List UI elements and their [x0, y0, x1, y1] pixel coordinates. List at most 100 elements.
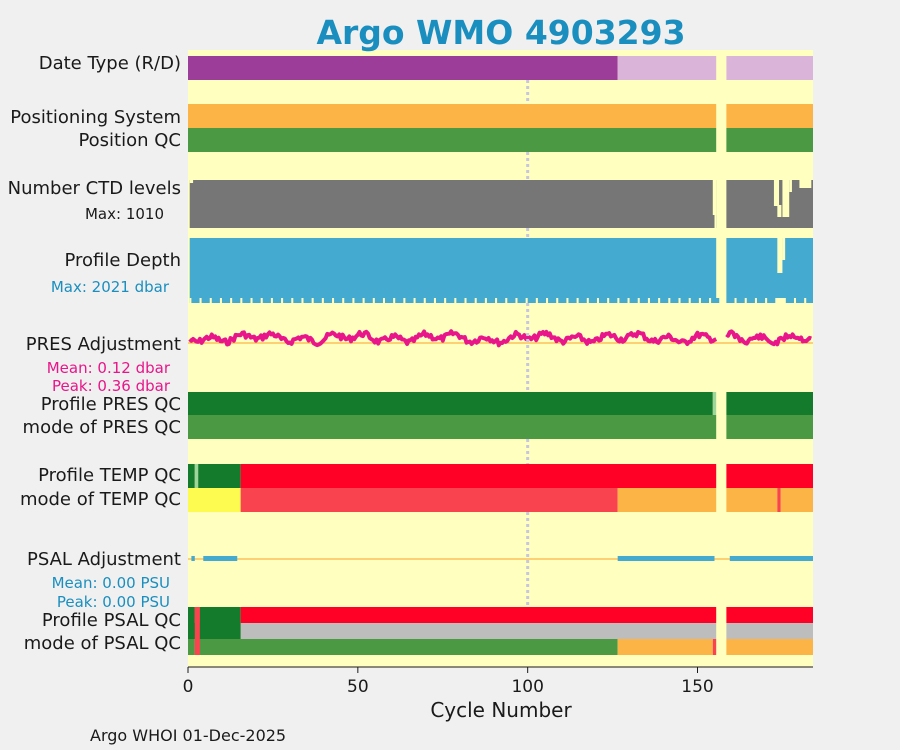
profile-depth-fringe-91 [497, 298, 506, 303]
profile-depth-fringe-142 [670, 298, 679, 303]
profile-depth-fringe-121 [599, 298, 608, 303]
profile-depth-fringe-19 [252, 298, 261, 303]
profile-depth-fringe-133 [639, 298, 648, 303]
mode_temp_qc-segment-2-0 [617, 488, 717, 512]
profile-depth-fringe-161.5 [736, 298, 745, 303]
ctd-levels-notch-6 [799, 180, 812, 188]
ctd-levels-notch-4 [782, 180, 790, 217]
date_type-segment-1-0 [617, 56, 717, 80]
chart-title: Argo WMO 4903293 [316, 13, 685, 52]
profile-depth-fringe-124 [609, 298, 618, 303]
profile_psal_qc-segment-2-0 [199, 607, 241, 623]
profile-depth-fringe-164.5 [746, 298, 755, 303]
profile-depth-fringe-145 [680, 298, 689, 303]
label-psal-mean: Mean: 0.00 PSU [52, 574, 170, 592]
profile-depth-fringe-70 [425, 298, 434, 303]
x-tick-label-0: 0 [183, 677, 194, 697]
profile_psal_qc-segment-3-1 [726, 607, 813, 623]
label-mode-pres-qc: mode of PRES QC [23, 417, 181, 438]
profile-depth-notch-0 [777, 238, 783, 273]
psal-qc-grey-band-1 [726, 623, 813, 639]
mode_temp_qc-segment-0-0 [188, 488, 241, 512]
profile-depth-fringe-25 [272, 298, 282, 303]
profile_temp_qc-segment-3-1 [726, 464, 813, 488]
profile-depth-fringe-106 [548, 298, 557, 303]
profile_pres_qc-segment-1-0 [712, 392, 717, 415]
profile-depth-fringe-176 [785, 298, 794, 303]
profile-depth-fringe-13 [232, 298, 241, 303]
mode_psal_qc-segment-5-0 [726, 639, 813, 655]
mode_temp_qc-segment-3-0 [777, 488, 781, 512]
ctd-levels-notch-2 [773, 180, 780, 206]
ctd-levels-notch-3 [777, 205, 782, 217]
profile-depth-fringe-130 [629, 298, 638, 303]
mode_psal_qc-segment-2-0 [199, 639, 618, 655]
date_type-segment-1-1 [726, 56, 813, 80]
profile-depth-block-0 [189, 238, 717, 303]
status-bars [188, 56, 813, 655]
profile-depth-fringe-179 [796, 298, 805, 303]
profile-depth-fringe-58 [385, 298, 394, 303]
profile-depth-fringe-151 [700, 298, 710, 303]
label-position-qc: Position QC [78, 130, 181, 151]
ctd-levels-block-0 [189, 180, 717, 228]
mode_temp_qc-segment-4-0 [780, 488, 813, 512]
label-positioning-system: Positioning System [10, 107, 181, 128]
ctd-levels-notch-7 [189, 180, 194, 183]
plot-background [188, 50, 813, 667]
psal-adjustment-bar-2 [617, 556, 715, 561]
label-date-type: Date Type (R/D) [39, 53, 181, 74]
label-pres-adjustment: PRES Adjustment [26, 334, 181, 355]
profile-depth-fringe-73 [435, 298, 445, 303]
label-psal-peak: Peak: 0.00 PSU [57, 593, 170, 611]
label-profile-psal-qc: Profile PSAL QC [42, 610, 181, 631]
label-psal-adjustment: PSAL Adjustment [27, 549, 181, 570]
profile-depth-fringe-37 [313, 298, 322, 303]
mode_temp_qc-segment-1-0 [240, 488, 618, 512]
x-tick-label-50: 50 [347, 677, 369, 697]
profile-depth-fringe-61 [395, 298, 404, 303]
psal-adjustment-bar-3 [729, 556, 813, 561]
profile-depth-fringe-170.5 [767, 298, 776, 303]
profile-depth-fringe-112 [568, 298, 577, 303]
profile-depth-fringe-94 [507, 298, 516, 303]
profile-depth-fringe-79 [456, 298, 465, 303]
profile_psal_qc-segment-0-0 [188, 607, 195, 623]
label-profile-pres-qc: Profile PRES QC [41, 394, 181, 415]
label-ctd-levels: Number CTD levels [8, 178, 181, 199]
profile_temp_qc-segment-0-0 [188, 464, 195, 488]
profile-depth-fringe-10 [221, 298, 231, 303]
profile-depth-fringe-115 [578, 298, 587, 303]
date_type-segment-0-0 [188, 56, 618, 80]
profile-depth-fringe-34 [303, 298, 312, 303]
x-tick-label-100: 100 [511, 677, 543, 697]
profile-depth-fringe-64 [405, 298, 414, 303]
profile-depth-fringe-67 [415, 298, 424, 303]
profile_pres_qc-segment-2-0 [726, 392, 813, 415]
profile-depth-fringe-31 [293, 298, 302, 303]
profile-depth-fringe-97 [517, 298, 526, 303]
x-axis-label: Cycle Number [430, 698, 572, 722]
mode_psal_qc-segment-4-0 [712, 639, 717, 655]
profile-depth-fringe-103 [537, 298, 547, 303]
position_qc-segment-0-0 [188, 128, 717, 152]
mode_temp_qc-segment-2-1 [726, 488, 778, 512]
footer-credit: Argo WHOI 01-Dec-2025 [90, 726, 286, 745]
profile_temp_qc-segment-2-0 [198, 464, 241, 488]
profile-depth-fringe-40 [323, 298, 333, 303]
profile-depth-fringe-167.5 [756, 298, 766, 303]
label-ctd-max: Max: 1010 [85, 205, 164, 223]
profile-depth-fringe-28 [283, 298, 292, 303]
pres-adjustment-series-1 [188, 329, 718, 348]
positioning_system-segment-0-0 [188, 104, 717, 128]
psal-qc-flag-column [194, 607, 200, 655]
x-tick-label-150: 150 [681, 677, 713, 697]
profile-depth-fringe-85 [476, 298, 485, 303]
ctd-levels-notch-1 [714, 180, 717, 228]
profile-depth-fringe-118 [588, 298, 597, 303]
profile-depth-fringe-43 [334, 298, 343, 303]
profile-depth-fringe-52 [364, 298, 373, 303]
profile-depth-fringe-4 [201, 298, 210, 303]
psal-adjustment-bar-1 [203, 556, 238, 561]
